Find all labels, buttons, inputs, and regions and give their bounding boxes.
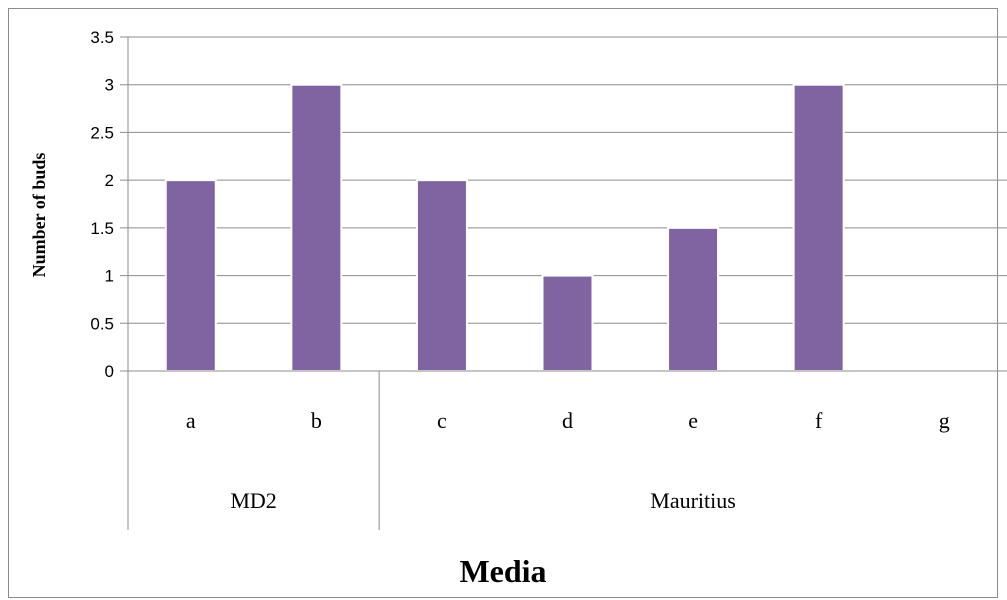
bar-e [667,226,720,372]
x-tick-label: d [562,408,573,433]
x-axis: a b c d e f g MD2 Mauritius [120,370,1007,530]
group-label: Mauritius [650,488,736,513]
bar-b [290,83,343,372]
y-tick-label: 2 [105,171,114,190]
group-label: MD2 [230,488,276,513]
bar-d [541,274,594,373]
y-tick-label: 3.5 [90,28,114,47]
y-tick-label: 1 [105,267,114,286]
x-tick-label: f [815,408,823,433]
x-tick-label: e [688,408,698,433]
y-tick-label: 1.5 [90,219,114,238]
x-tick-label: g [939,408,950,433]
y-axis-title: Number of buds [29,153,49,278]
bar-c [415,179,468,372]
x-axis-title: Media [459,553,546,589]
y-tick-label: 3 [105,76,114,95]
bar-a [164,179,217,372]
x-tick-label: b [311,408,322,433]
y-tick-label: 0 [105,362,114,381]
y-axis: 0 0.5 1 1.5 2 2.5 3 3.5 [90,28,129,381]
bar-f [792,83,845,372]
x-tick-label: a [186,408,196,433]
bars [164,83,845,373]
y-tick-label: 0.5 [90,314,114,333]
x-tick-label: c [437,408,447,433]
y-tick-label: 2.5 [90,123,114,142]
